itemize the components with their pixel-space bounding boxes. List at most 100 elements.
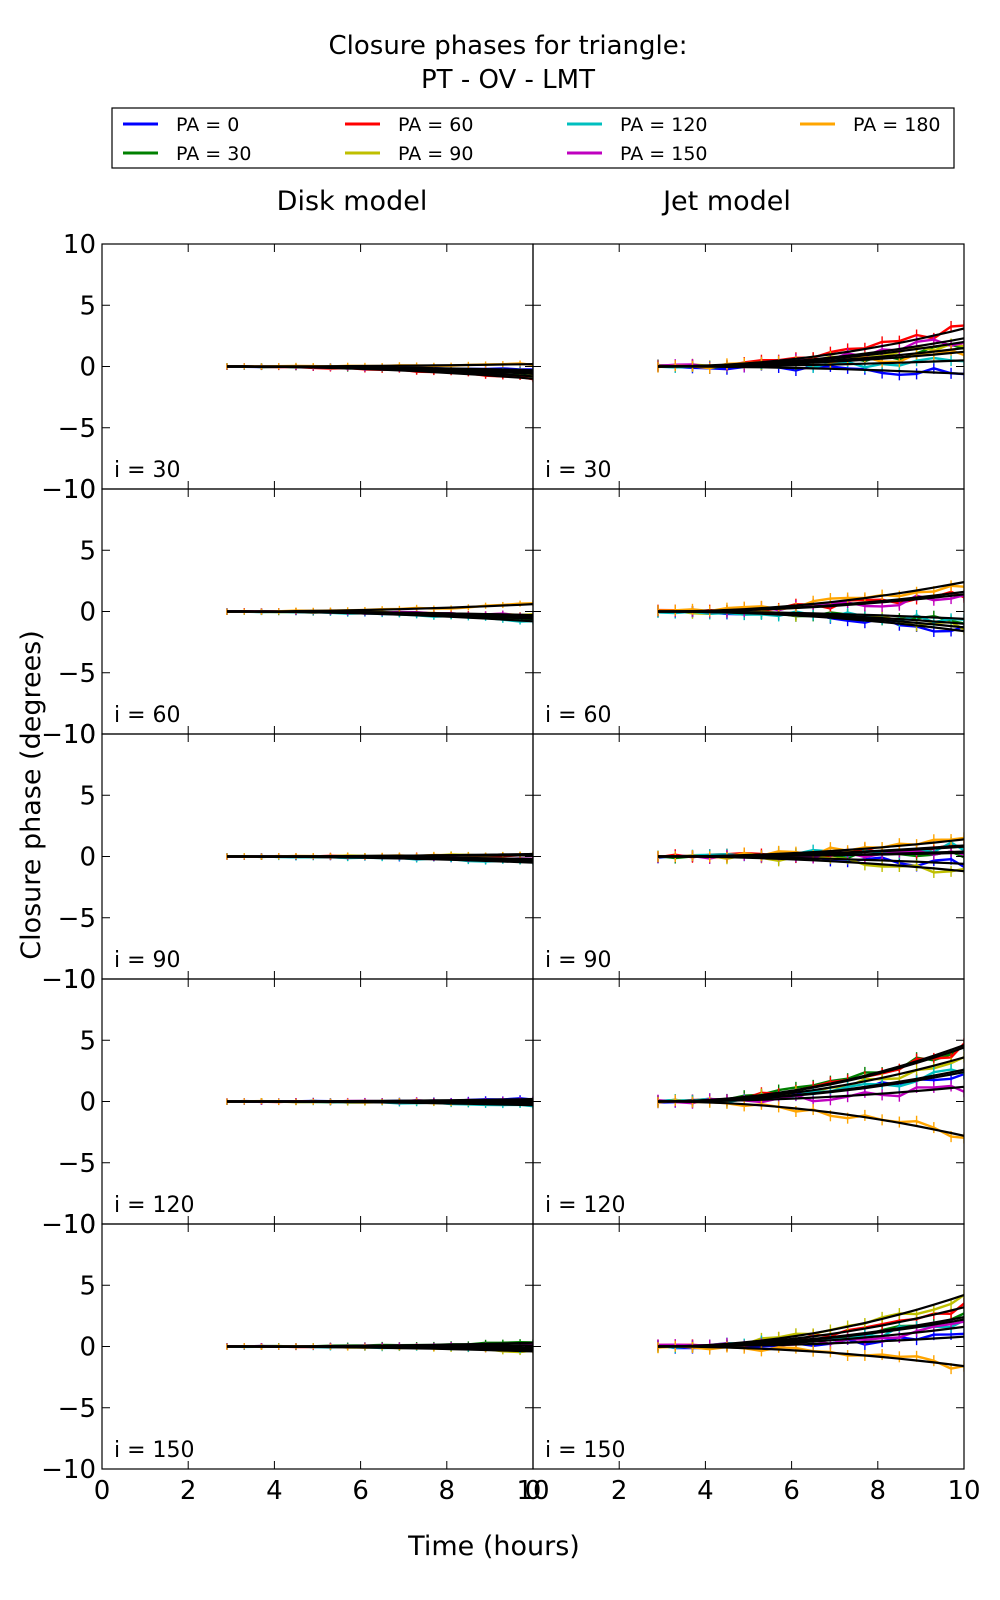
model-fit-line: [657, 581, 964, 613]
panel-label: i = 90: [545, 948, 612, 973]
x-axis-label: Time (hours): [407, 1531, 580, 1562]
y-tick-label: −10: [41, 1210, 96, 1240]
panel: i = 60: [532, 488, 965, 735]
column-title-disk: Disk model: [277, 186, 428, 217]
model-fit-line: [657, 1100, 964, 1137]
legend-label: PA = 90: [398, 143, 473, 165]
model-fit-line: [227, 1100, 533, 1104]
y-tick-label: 0: [79, 353, 96, 383]
panel: −10 −5 0 5 10 i = 120: [41, 965, 534, 1240]
legend-label: PA = 30: [176, 143, 251, 165]
panel-label: i = 120: [114, 1193, 195, 1218]
y-tick-label: 5: [79, 1271, 96, 1301]
y-tick-label: −10: [41, 475, 96, 505]
y-tick-label: 0: [79, 843, 96, 873]
plot-area: [226, 851, 533, 865]
x-tick-label: 6: [783, 1476, 800, 1506]
plot-area: [226, 600, 533, 625]
y-tick-label: 5: [79, 291, 96, 321]
panel: −10 −5 0 5 10 i = 30: [41, 230, 534, 505]
panel-label: i = 60: [114, 703, 181, 728]
x-tick-label: 4: [697, 1476, 714, 1506]
plot-area: [226, 1095, 533, 1110]
legend-label: PA = 0: [176, 114, 239, 136]
panel: i = 90: [532, 733, 965, 980]
x-tick-label: 8: [439, 1476, 456, 1506]
model-fit-line: [227, 852, 533, 858]
panel: 0 2 4 6 8 10 i = 150: [525, 1223, 981, 1506]
y-tick-label: 0: [79, 598, 96, 628]
y-tick-label: 0: [79, 1088, 96, 1118]
plot-area: [226, 1339, 533, 1356]
y-tick-label: −10: [41, 1455, 96, 1485]
y-tick-label: 5: [79, 1026, 96, 1056]
y-tick-label: −5: [58, 1394, 96, 1424]
x-tick-label: 10: [947, 1476, 980, 1506]
model-fit-line: [227, 363, 533, 368]
model-fit-line: [657, 1345, 964, 1368]
model-fit-line: [658, 350, 964, 368]
panel-label: i = 120: [545, 1193, 626, 1218]
plot-area: [657, 832, 964, 878]
x-tick-label: 0: [94, 1476, 111, 1506]
panel-label: i = 60: [545, 703, 612, 728]
x-tick-label: 8: [870, 1476, 887, 1506]
y-tick-label: 5: [79, 536, 96, 566]
legend: PA = 0 PA = 30 PA = 60 PA = 90 PA = 120 PA = …: [111, 107, 955, 169]
legend-label: PA = 120: [620, 114, 708, 136]
figure-title-line1: Closure phases for triangle:: [329, 31, 688, 61]
legend-label: PA = 180: [853, 114, 941, 136]
y-tick-label: 10: [63, 1210, 96, 1240]
panel-label: i = 90: [114, 948, 181, 973]
y-tick-label: −5: [58, 414, 96, 444]
y-tick-label: 10: [63, 230, 96, 260]
plot-area: [226, 360, 533, 383]
y-tick-label: −10: [41, 965, 96, 995]
y-tick-label: 0: [79, 1333, 96, 1363]
data-line: [657, 1344, 964, 1370]
model-fit-line: [658, 1085, 964, 1103]
plot-area: [657, 1289, 964, 1375]
y-tick-label: 10: [63, 720, 96, 750]
y-tick-label: −5: [58, 904, 96, 934]
y-tick-label: 10: [63, 965, 96, 995]
model-fit-line: [227, 1345, 533, 1351]
y-tick-label: 5: [79, 781, 96, 811]
series-pa=60: [657, 1038, 964, 1107]
model-fit-line: [658, 365, 964, 375]
panel: i = 30: [532, 243, 965, 490]
data-line: [657, 1099, 964, 1139]
panel: −10 −5 0 5 10 i = 60: [41, 475, 534, 750]
panel: i = 120: [532, 978, 965, 1225]
panel-label: i = 150: [545, 1438, 626, 1463]
x-tick-label: 4: [266, 1476, 283, 1506]
x-tick-label: 0: [525, 1476, 542, 1506]
y-tick-label: −10: [41, 720, 96, 750]
y-tick-label: −5: [58, 659, 96, 689]
legend-label: PA = 60: [398, 114, 473, 136]
panel: −10 −5 0 5 10 i = 90: [41, 720, 534, 995]
plot-area: [657, 1038, 964, 1144]
y-tick-label: −5: [58, 1149, 96, 1179]
plot-area: [657, 320, 964, 381]
model-fit-line: [657, 1325, 964, 1348]
x-tick-label: 2: [180, 1476, 197, 1506]
column-title-jet: Jet model: [661, 186, 791, 217]
model-fit-line: [227, 603, 533, 613]
panel-label: i = 150: [114, 1438, 195, 1463]
panel-label: i = 30: [114, 458, 181, 483]
y-tick-label: 10: [63, 475, 96, 505]
panel-label: i = 30: [545, 458, 612, 483]
model-fit-line: [657, 838, 964, 858]
legend-frame: [111, 107, 955, 169]
x-tick-label: 2: [611, 1476, 628, 1506]
x-tick-label: 6: [352, 1476, 369, 1506]
figure-title-line2: PT - OV - LMT: [421, 65, 595, 95]
plot-area: [657, 580, 964, 637]
panel-grid: −10 −5 0 5 10 i = 30 i = 30 −10 −5 0 5 10 i = 60 i = …: [41, 230, 980, 1506]
x-tick-label: 10: [516, 1476, 549, 1506]
y-axis-label: Closure phase (degrees): [16, 630, 47, 960]
legend-label: PA = 150: [620, 143, 708, 165]
